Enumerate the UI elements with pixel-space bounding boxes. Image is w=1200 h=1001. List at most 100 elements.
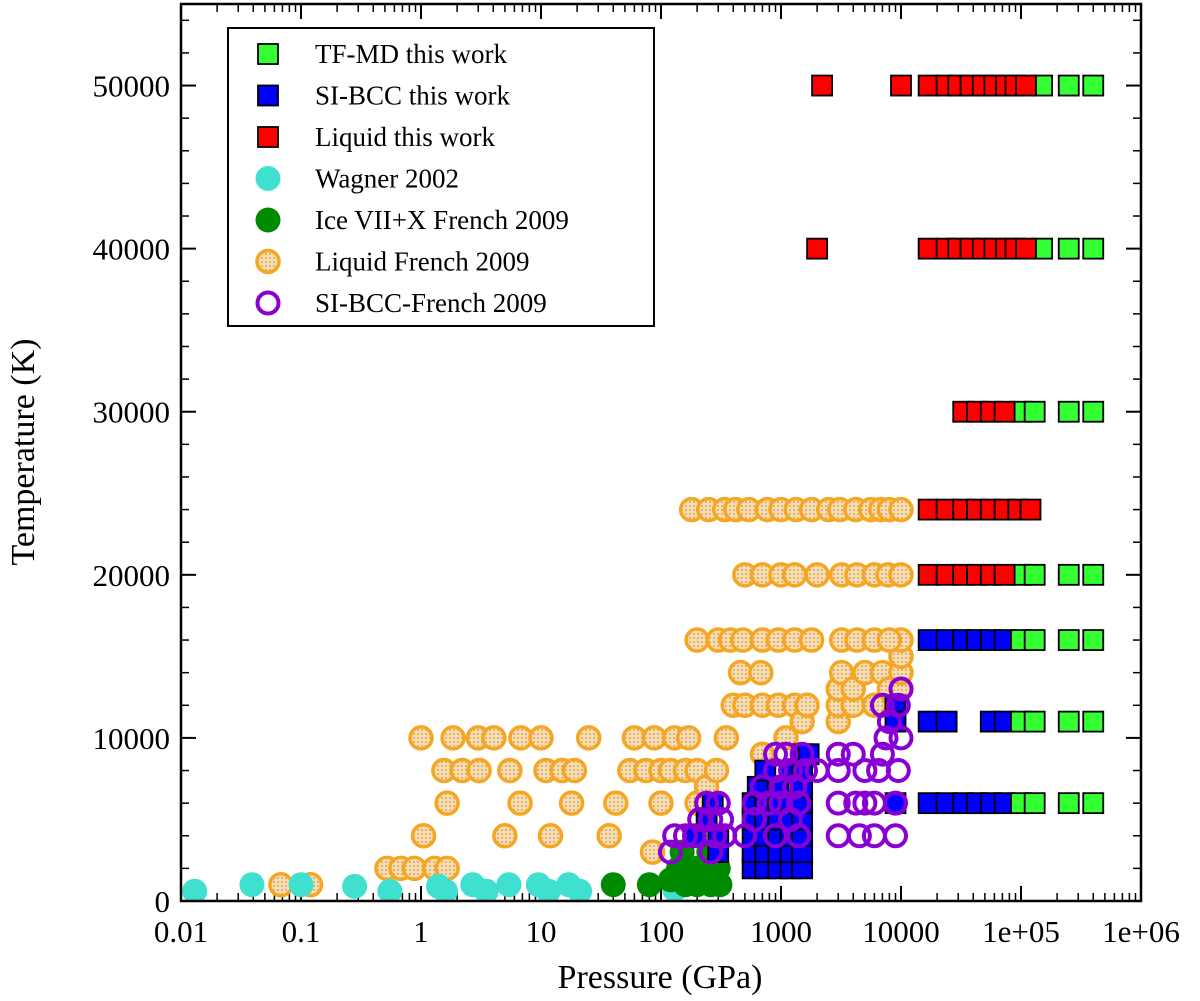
point-liquid-this-work — [993, 563, 1016, 586]
point-wagner-2002 — [496, 872, 522, 898]
point-si-bcc-french-2009 — [773, 741, 799, 767]
point-liquid-french-2009 — [561, 757, 588, 784]
point-tf-md-this-work — [1082, 629, 1105, 651]
point-liquid-french-2009 — [440, 725, 466, 751]
point-si-bcc-french-2009 — [873, 725, 899, 751]
point-liquid-french-2009 — [748, 659, 774, 686]
point-liquid-this-work — [917, 563, 940, 586]
point-si-bcc-french-2009 — [825, 790, 851, 816]
point-ice-vii-x-french-2009 — [600, 872, 626, 898]
point-tf-md-this-work — [1057, 237, 1080, 260]
series-liquid-french-2009 — [268, 496, 914, 898]
point-wagner-2002 — [377, 878, 403, 901]
point-si-bcc-french-2009 — [658, 839, 684, 865]
series-si-bcc-french-2009 — [658, 676, 914, 865]
point-liquid-french-2009 — [804, 562, 830, 588]
x-tick-label: 10000 — [862, 914, 940, 949]
point-wagner-2002 — [567, 878, 593, 901]
point-liquid-french-2009 — [639, 839, 666, 865]
point-liquid-this-work — [890, 74, 912, 97]
series-tf-md-this-work — [1010, 74, 1105, 815]
point-si-bcc-french-2009 — [786, 790, 812, 816]
y-tick-label: 40000 — [93, 232, 171, 267]
point-tf-md-this-work — [1082, 74, 1105, 97]
point-liquid-this-work — [993, 400, 1016, 423]
point-si-bcc-french-2009 — [786, 823, 812, 849]
point-liquid-french-2009 — [528, 725, 554, 751]
legend-marker-si-bcc-this-work — [257, 84, 279, 107]
point-si-bcc-this-work — [917, 710, 940, 733]
legend-label-liquid-this-work: Liquid this work — [315, 122, 495, 152]
legend-marker-ice-vii-x-french-2009 — [255, 207, 281, 233]
point-si-bcc-french-2009 — [705, 790, 731, 816]
point-si-bcc-french-2009 — [883, 790, 909, 816]
point-tf-md-this-work — [1057, 792, 1080, 815]
point-tf-md-this-work — [1082, 710, 1105, 733]
x-tick-label: 1e+06 — [1102, 914, 1180, 949]
x-tick-label: 10 — [526, 914, 557, 949]
point-liquid-french-2009 — [497, 757, 523, 784]
legend-label-tf-md-this-work: TF-MD this work — [315, 39, 508, 69]
point-si-bcc-this-work — [917, 792, 940, 815]
point-si-bcc-french-2009 — [825, 741, 851, 767]
legend-label-ice-vii-x-french-2009: Ice VII+X French 2009 — [315, 205, 569, 235]
point-wagner-2002 — [182, 878, 208, 901]
y-tick-label: 50000 — [93, 69, 171, 104]
point-liquid-french-2009 — [481, 725, 507, 751]
point-tf-md-this-work — [1082, 400, 1105, 423]
legend: TF-MD this work SI-BCC this work Liquid th… — [227, 27, 655, 327]
point-si-bcc-french-2009 — [852, 790, 878, 816]
point-tf-md-this-work — [1082, 792, 1105, 815]
point-wagner-2002 — [288, 872, 314, 898]
point-si-bcc-french-2009 — [852, 758, 878, 784]
x-tick-label: 1000 — [750, 914, 812, 949]
point-si-bcc-french-2009 — [741, 806, 767, 832]
series-liquid-this-work — [806, 74, 1042, 586]
point-si-bcc-this-work — [917, 629, 940, 651]
point-si-bcc-french-2009 — [888, 676, 914, 702]
point-si-bcc-french-2009 — [825, 758, 851, 784]
x-tick-label: 0.1 — [282, 914, 321, 949]
point-tf-md-this-work — [1023, 563, 1046, 586]
legend-marker-liquid-this-work — [257, 126, 279, 148]
point-liquid-french-2009 — [794, 692, 820, 719]
point-liquid-french-2009 — [410, 823, 437, 849]
legend-label-si-bcc-this-work: SI-BCC this work — [315, 81, 511, 111]
point-ice-vii-x-french-2009 — [707, 872, 733, 898]
point-si-bcc-this-work — [935, 710, 958, 733]
y-tick-label: 10000 — [93, 721, 171, 756]
point-wagner-2002 — [473, 878, 499, 901]
point-liquid-french-2009 — [537, 823, 564, 849]
point-liquid-french-2009 — [684, 627, 710, 653]
legend-marker-liquid-french-2009 — [255, 248, 281, 275]
point-liquid-french-2009 — [576, 725, 602, 751]
legend-marker-si-bcc-french-2009 — [255, 290, 281, 316]
legend-label-si-bcc-french-2009: SI-BCC-French 2009 — [315, 288, 547, 318]
x-tick-label: 0.01 — [154, 914, 208, 949]
point-si-bcc-french-2009 — [709, 806, 735, 832]
data-points — [182, 74, 1105, 901]
point-tf-md-this-work — [1082, 563, 1105, 586]
point-si-bcc-french-2009 — [861, 823, 887, 849]
point-si-bcc-french-2009 — [782, 774, 808, 800]
point-tf-md-this-work — [1057, 74, 1080, 97]
point-wagner-2002 — [535, 878, 561, 901]
point-liquid-french-2009 — [888, 496, 914, 523]
point-tf-md-this-work — [1057, 629, 1080, 651]
point-tf-md-this-work — [1023, 792, 1046, 815]
point-liquid-french-2009 — [466, 757, 492, 784]
point-si-bcc-french-2009 — [825, 823, 851, 849]
point-si-bcc-french-2009 — [883, 823, 909, 849]
plot-frame — [179, 2, 1143, 903]
point-liquid-this-work — [1015, 237, 1037, 260]
point-si-bcc-french-2009 — [763, 741, 789, 767]
point-liquid-this-work — [917, 498, 940, 521]
point-tf-md-this-work — [1082, 237, 1105, 260]
point-tf-md-this-work — [1023, 710, 1046, 733]
point-si-bcc-french-2009 — [694, 790, 720, 816]
legend-label-wagner-2002: Wagner 2002 — [315, 164, 459, 194]
point-wagner-2002 — [342, 873, 368, 899]
x-tick-label: 100 — [638, 914, 685, 949]
point-liquid-this-work — [917, 74, 940, 97]
